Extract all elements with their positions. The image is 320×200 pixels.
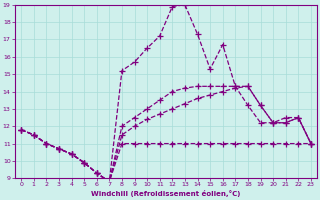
X-axis label: Windchill (Refroidissement éolien,°C): Windchill (Refroidissement éolien,°C) — [91, 190, 241, 197]
